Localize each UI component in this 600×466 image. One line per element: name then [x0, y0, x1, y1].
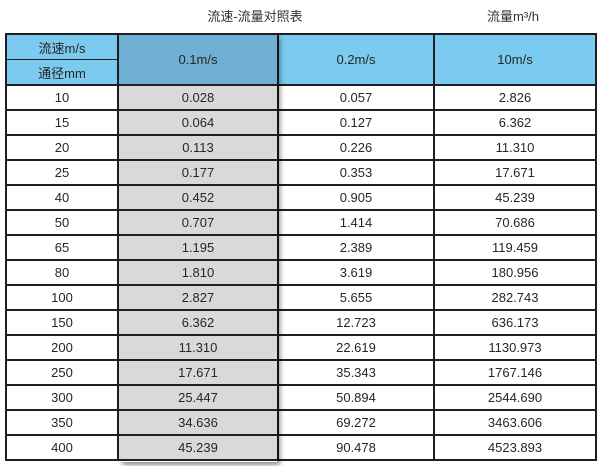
value-cell: 0.452: [117, 184, 279, 211]
value-cell: 69.272: [277, 409, 435, 436]
table-row: 350 34.636 69.272 3463.606: [5, 409, 597, 436]
page-title: 流速-流量对照表: [207, 9, 303, 24]
diameter-cell: 150: [5, 309, 119, 336]
table-row: 150 6.362 12.723 636.173: [5, 309, 597, 336]
diameter-cell: 200: [5, 334, 119, 361]
header-row-top: 流速m/s 0.1m/s 0.2m/s 10m/s: [5, 33, 597, 86]
value-cell: 17.671: [433, 159, 597, 186]
value-cell: 0.064: [117, 109, 279, 136]
value-cell: 2.389: [277, 234, 435, 261]
value-cell: 0.127: [277, 109, 435, 136]
value-cell: 2.827: [117, 284, 279, 311]
diameter-cell: 300: [5, 384, 119, 411]
table-row: 50 0.707 1.414 70.686: [5, 209, 597, 236]
table-row: 65 1.195 2.389 119.459: [5, 234, 597, 261]
corner-header-velocity: 流速m/s: [5, 33, 119, 60]
table-row: 20 0.113 0.226 11.310: [5, 134, 597, 161]
flow-unit-label: 流量m³/h: [486, 9, 540, 24]
flow-rate-table: 流速m/s 0.1m/s 0.2m/s 10m/s 通径mm 10 0.028 …: [5, 33, 597, 461]
value-cell: 6.362: [433, 109, 597, 136]
column-header-0-2ms: 0.2m/s: [277, 33, 435, 86]
value-cell: 12.723: [277, 309, 435, 336]
table-row: 10 0.028 0.057 2.826: [5, 84, 597, 111]
diameter-cell: 100: [5, 284, 119, 311]
value-cell: 90.478: [277, 434, 435, 461]
value-cell: 0.057: [277, 84, 435, 111]
corner-header-diameter: 通径mm: [5, 59, 119, 86]
value-cell: 5.655: [277, 284, 435, 311]
title-bar: 流速-流量对照表 流量m³/h: [0, 0, 600, 33]
value-cell: 0.113: [117, 134, 279, 161]
table-row: 300 25.447 50.894 2544.690: [5, 384, 597, 411]
diameter-cell: 250: [5, 359, 119, 386]
value-cell: 11.310: [433, 134, 597, 161]
value-cell: 282.743: [433, 284, 597, 311]
value-cell: 119.459: [433, 234, 597, 261]
value-cell: 636.173: [433, 309, 597, 336]
table-row: 100 2.827 5.655 282.743: [5, 284, 597, 311]
diameter-cell: 80: [5, 259, 119, 286]
value-cell: 35.343: [277, 359, 435, 386]
value-cell: 45.239: [433, 184, 597, 211]
value-cell: 25.447: [117, 384, 279, 411]
value-cell: 1767.146: [433, 359, 597, 386]
table-row: 250 17.671 35.343 1767.146: [5, 359, 597, 386]
column-header-10ms: 10m/s: [433, 33, 597, 86]
header-row-bottom: 通径mm: [5, 59, 596, 86]
value-cell: 2.826: [433, 84, 597, 111]
value-cell: 0.353: [277, 159, 435, 186]
diameter-cell: 15: [5, 109, 119, 136]
table-row: 400 45.239 90.478 4523.893: [5, 434, 597, 461]
diameter-cell: 50: [5, 209, 119, 236]
value-cell: 1130.973: [433, 334, 597, 361]
table-row: 40 0.452 0.905 45.239: [5, 184, 597, 211]
value-cell: 2544.690: [433, 384, 597, 411]
diameter-cell: 400: [5, 434, 119, 461]
value-cell: 1.810: [117, 259, 279, 286]
column-header-0-1ms: 0.1m/s: [117, 33, 279, 86]
value-cell: 3.619: [277, 259, 435, 286]
diameter-cell: 350: [5, 409, 119, 436]
value-cell: 180.956: [433, 259, 597, 286]
value-cell: 17.671: [117, 359, 279, 386]
value-cell: 50.894: [277, 384, 435, 411]
value-cell: 11.310: [117, 334, 279, 361]
diameter-cell: 10: [5, 84, 119, 111]
value-cell: 0.028: [117, 84, 279, 111]
value-cell: 1.195: [117, 234, 279, 261]
table-row: 80 1.810 3.619 180.956: [5, 259, 597, 286]
value-cell: 70.686: [433, 209, 597, 236]
value-cell: 0.905: [277, 184, 435, 211]
value-cell: 0.177: [117, 159, 279, 186]
value-cell: 1.414: [277, 209, 435, 236]
value-cell: 34.636: [117, 409, 279, 436]
value-cell: 3463.606: [433, 409, 597, 436]
diameter-cell: 40: [5, 184, 119, 211]
value-cell: 45.239: [117, 434, 279, 461]
value-cell: 22.619: [277, 334, 435, 361]
diameter-cell: 25: [5, 159, 119, 186]
value-cell: 0.226: [277, 134, 435, 161]
diameter-cell: 20: [5, 134, 119, 161]
table-row: 25 0.177 0.353 17.671: [5, 159, 597, 186]
table-row: 200 11.310 22.619 1130.973: [5, 334, 597, 361]
value-cell: 0.707: [117, 209, 279, 236]
value-cell: 6.362: [117, 309, 279, 336]
diameter-cell: 65: [5, 234, 119, 261]
table-row: 15 0.064 0.127 6.362: [5, 109, 597, 136]
value-cell: 4523.893: [433, 434, 597, 461]
